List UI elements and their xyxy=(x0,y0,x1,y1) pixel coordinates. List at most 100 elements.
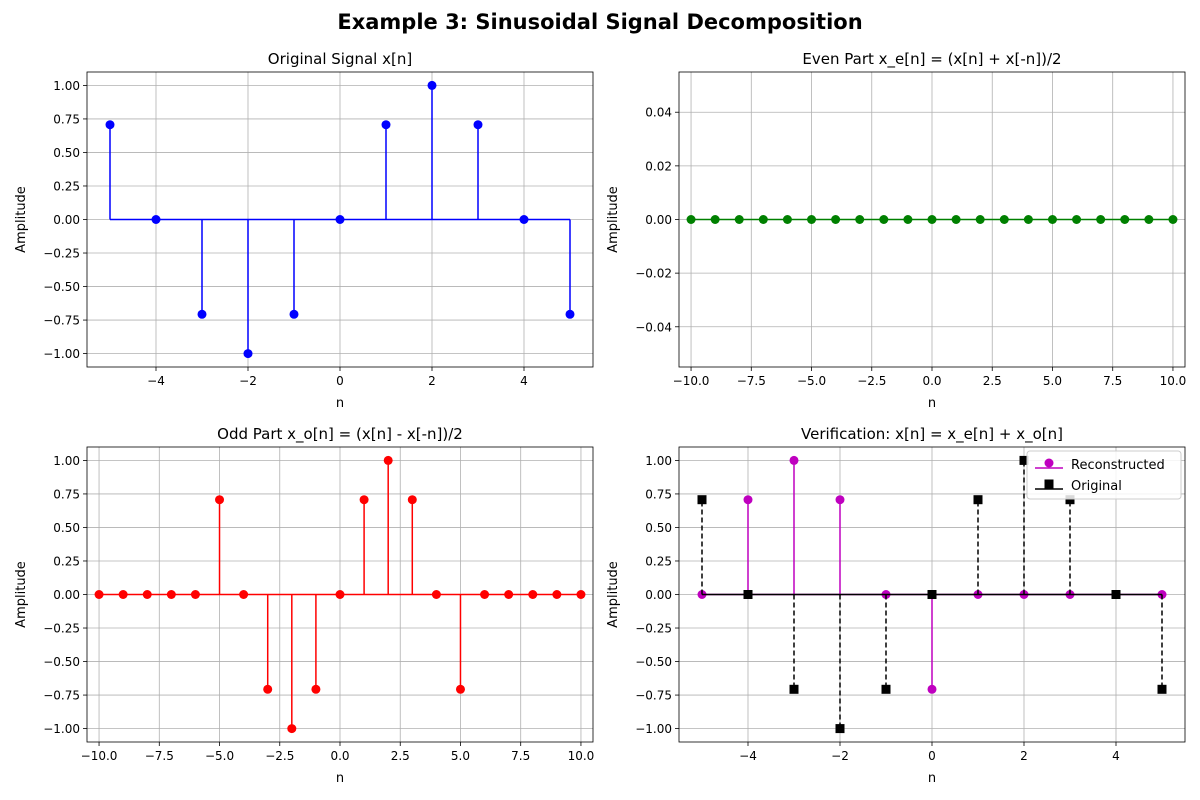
data-point xyxy=(807,215,817,224)
data-point xyxy=(1120,215,1130,224)
data-point xyxy=(1168,215,1178,224)
data-point xyxy=(1019,455,1029,465)
data-point xyxy=(565,309,575,319)
data-point xyxy=(1023,215,1033,224)
subplot-title: Original Signal x[n] xyxy=(268,50,412,68)
subplot-title: Odd Part x_o[n] = (x[n] - x[-n])/2 xyxy=(217,425,463,444)
y-tick-label: 1.00 xyxy=(645,454,672,468)
y-tick-label: 0.00 xyxy=(645,588,672,602)
data-point xyxy=(263,684,273,694)
data-point xyxy=(359,495,369,505)
y-tick-label: −0.25 xyxy=(635,622,672,636)
legend-label: Original xyxy=(1071,479,1122,494)
x-tick-label: 4 xyxy=(1112,749,1120,763)
data-point xyxy=(335,215,345,224)
x-tick-label: −10.0 xyxy=(673,374,710,388)
y-tick-label: −0.50 xyxy=(635,655,672,669)
y-tick-label: −0.25 xyxy=(43,622,80,636)
y-tick-label: −0.75 xyxy=(635,689,672,703)
data-point xyxy=(431,590,441,599)
legend: Reconstructed Original xyxy=(1026,450,1182,500)
data-point xyxy=(1111,590,1121,599)
data-point xyxy=(734,215,744,224)
data-point xyxy=(455,684,465,694)
data-point xyxy=(427,80,437,90)
x-tick-label: 4 xyxy=(520,374,528,388)
x-tick-label: −4 xyxy=(739,749,757,763)
x-tick-label: −5.0 xyxy=(797,374,826,388)
subplot-title: Verification: x[n] = x_e[n] + x_o[n] xyxy=(801,425,1063,444)
data-point xyxy=(831,215,841,224)
data-point xyxy=(151,215,161,224)
data-point xyxy=(190,590,200,599)
series-original xyxy=(697,455,1167,734)
data-point xyxy=(1065,495,1075,505)
x-tick-label: 7.5 xyxy=(1103,374,1122,388)
data-point xyxy=(835,495,845,505)
x-tick-label: −7.5 xyxy=(737,374,766,388)
data-point xyxy=(105,120,115,130)
data-point xyxy=(215,495,225,505)
x-tick-label: −4 xyxy=(147,374,165,388)
series-1 xyxy=(686,215,1178,224)
x-axis-label: n xyxy=(928,771,936,786)
data-point xyxy=(94,590,104,599)
y-tick-label: −0.75 xyxy=(43,314,80,328)
plot-area xyxy=(686,215,1178,224)
y-tick-label: −0.02 xyxy=(635,267,672,281)
y-tick-label: −1.00 xyxy=(43,722,80,736)
x-tick-label: 10.0 xyxy=(1160,374,1187,388)
data-point xyxy=(287,724,297,734)
data-point xyxy=(1144,215,1154,224)
data-point xyxy=(383,455,393,465)
y-tick-label: 0.75 xyxy=(53,112,80,126)
data-point xyxy=(239,590,249,599)
y-tick-label: 0.25 xyxy=(53,554,80,568)
x-tick-label: 0.0 xyxy=(330,749,349,763)
x-tick-label: 0 xyxy=(928,749,936,763)
data-point xyxy=(789,455,799,465)
x-tick-label: 5.0 xyxy=(1043,374,1062,388)
y-axis-label: Amplitude xyxy=(606,186,621,253)
y-tick-label: −0.50 xyxy=(43,655,80,669)
y-tick-label: 1.00 xyxy=(53,454,80,468)
data-point xyxy=(243,349,253,359)
y-tick-label: 0.25 xyxy=(53,179,80,193)
legend-label: Reconstructed xyxy=(1071,458,1165,473)
x-tick-label: −2 xyxy=(831,749,849,763)
subplot-3: −10.0 −7.5 −5.0 −2.5 0.0 2.5 5.0 7.5 10.0 −1.00 −0… xyxy=(14,425,594,786)
plot-area xyxy=(697,455,1167,734)
data-point xyxy=(743,495,753,505)
subplot-1: −4 −2 0 2 4 −1.00 −0.75 −0.50 −0.25 0.00 0.25 0.50 0… xyxy=(14,50,594,411)
x-tick-label: −2.5 xyxy=(265,749,294,763)
data-point xyxy=(782,215,792,224)
y-tick-label: 0.00 xyxy=(53,213,80,227)
subplot-title: Even Part x_e[n] = (x[n] + x[-n])/2 xyxy=(802,50,1061,69)
data-point xyxy=(951,215,961,224)
data-point xyxy=(528,590,538,599)
data-point xyxy=(855,215,865,224)
y-tick-label: 0.50 xyxy=(645,521,672,535)
data-point xyxy=(697,495,707,505)
plot-area xyxy=(94,455,586,734)
y-tick-label: −0.25 xyxy=(43,247,80,261)
data-point xyxy=(710,215,720,224)
x-tick-label: −7.5 xyxy=(145,749,174,763)
data-point xyxy=(743,590,753,599)
data-point xyxy=(407,495,417,505)
subplot-2: −10.0 −7.5 −5.0 −2.5 0.0 2.5 5.0 7.5 10.0 −0.04 −0… xyxy=(606,50,1186,411)
y-tick-label: 0.75 xyxy=(645,487,672,501)
y-tick-label: 0.00 xyxy=(53,588,80,602)
y-tick-label: −1.00 xyxy=(635,722,672,736)
x-tick-label: 2.5 xyxy=(983,374,1002,388)
data-point xyxy=(519,215,529,224)
subplot-4: −4 −2 0 2 4 −1.00 −0.75 −0.50 −0.25 0.00 0.25 0.50 0… xyxy=(606,425,1186,786)
x-tick-label: −2.5 xyxy=(857,374,886,388)
data-point xyxy=(197,309,207,319)
data-point xyxy=(473,120,483,130)
data-point xyxy=(335,590,345,599)
x-tick-label: 2 xyxy=(1020,749,1028,763)
series-1 xyxy=(105,80,575,359)
data-point xyxy=(552,590,562,599)
